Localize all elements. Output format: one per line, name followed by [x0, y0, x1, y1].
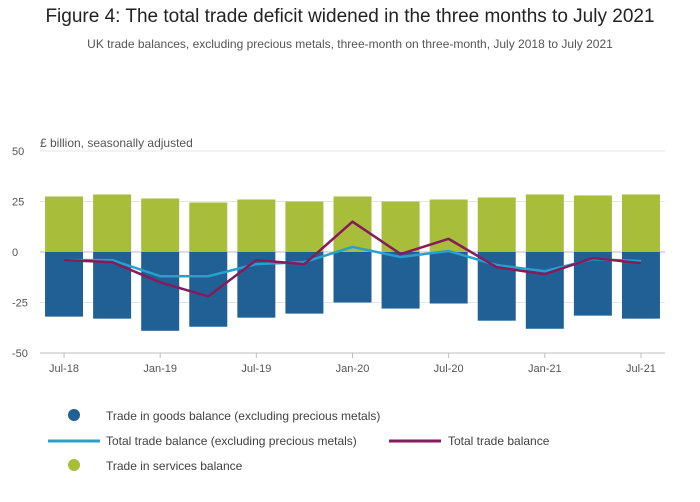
services-bar: [45, 196, 84, 252]
legend-services-marker: [68, 459, 80, 471]
services-bar: [381, 201, 420, 252]
total-trade-excl-precious-line: [64, 245, 642, 278]
services-bar: [573, 195, 612, 252]
services-bar: [477, 197, 516, 252]
legend: Trade in goods balance (excluding precio…: [48, 409, 550, 473]
goods-bar: [141, 252, 180, 331]
services-bar: [189, 202, 228, 252]
goods-bar: [525, 252, 564, 329]
x-tick-label: Jan-19: [143, 363, 177, 375]
services-bar: [237, 199, 276, 252]
chart-title: Figure 4: The total trade deficit widene…: [45, 6, 655, 27]
x-tick-label: Jul-21: [626, 363, 656, 375]
goods-bar: [381, 252, 420, 309]
y-tick-label: 0: [12, 247, 18, 259]
legend-total-excl-label: Total trade balance (excluding precious …: [106, 434, 357, 448]
x-tick-label: Jan-20: [336, 363, 370, 375]
services-bar: [285, 201, 324, 252]
legend-total-label: Total trade balance: [448, 434, 550, 448]
x-axis: Jul-18 Jan-19 Jul-19 Jan-20 Jul-20 Jan-21 Jul-…: [40, 352, 665, 375]
y-tick-label: -50: [12, 348, 28, 360]
chart-subtitle: UK trade balances, excluding precious me…: [87, 37, 613, 51]
series-lines: [63, 220, 642, 298]
y-tick-label: -25: [12, 298, 28, 310]
x-tick-label: Jan-21: [528, 363, 562, 375]
y-axis-ticks: 50 25 0 -25 -50: [12, 146, 28, 360]
legend-item-services[interactable]: Trade in services balance: [68, 459, 243, 473]
goods-bar: [477, 252, 516, 321]
x-tick-label: Jul-20: [434, 363, 464, 375]
goods-bar: [189, 252, 228, 327]
goods-bar: [333, 252, 372, 303]
bars: [45, 194, 660, 331]
total-trade-line: [63, 220, 642, 298]
legend-item-total-excl[interactable]: Total trade balance (excluding precious …: [48, 434, 357, 448]
legend-item-goods[interactable]: Trade in goods balance (excluding precio…: [68, 409, 380, 423]
goods-bar: [429, 252, 468, 304]
services-bar: [93, 194, 132, 252]
services-bar: [621, 194, 660, 252]
legend-item-total[interactable]: Total trade balance: [389, 434, 550, 448]
x-tick-label: Jul-18: [49, 363, 79, 375]
goods-bar: [45, 252, 84, 317]
services-bar: [333, 196, 372, 252]
legend-goods-marker: [68, 409, 80, 421]
y-tick-label: 50: [12, 146, 24, 158]
x-tick-label: Jul-19: [241, 363, 271, 375]
services-bar: [141, 198, 180, 252]
services-bar: [525, 194, 564, 252]
legend-services-label: Trade in services balance: [106, 459, 243, 473]
y-tick-label: 25: [12, 197, 24, 209]
legend-goods-label: Trade in goods balance (excluding precio…: [106, 409, 380, 423]
y-axis-unit-label: £ billion, seasonally adjusted: [40, 136, 193, 150]
